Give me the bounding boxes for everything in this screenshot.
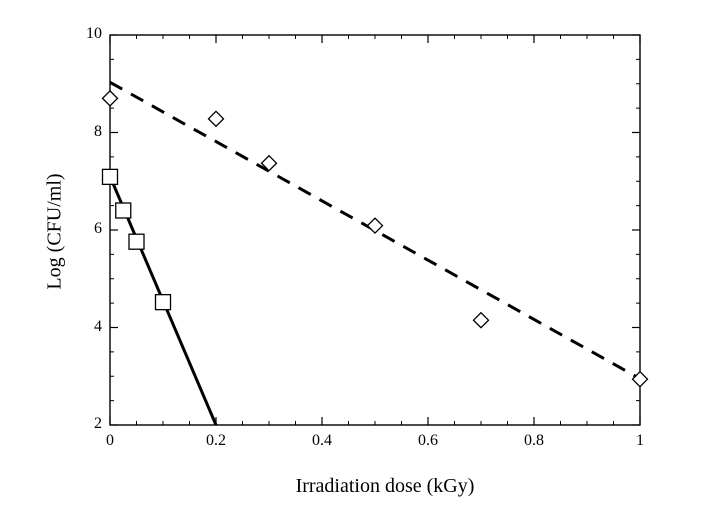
- x-axis-label: Irradiation dose (kGy): [265, 475, 505, 498]
- x-tick-label: 0.8: [514, 432, 554, 450]
- chart-container: Log (CFU/ml) Irradiation dose (kGy) 0 0.2…: [0, 0, 710, 515]
- square-series-marker: [103, 169, 118, 184]
- y-tick-label: 2: [72, 415, 102, 433]
- y-tick-label: 10: [72, 25, 102, 43]
- diamond-series-marker: [209, 111, 224, 126]
- y-tick-label: 6: [72, 220, 102, 238]
- x-tick-label: 0.4: [302, 432, 342, 450]
- x-tick-label: 1: [620, 432, 660, 450]
- y-tick-label: 4: [72, 318, 102, 336]
- diamond-series-marker: [368, 218, 383, 233]
- x-tick-label: 0.6: [408, 432, 448, 450]
- diamond-series-marker: [103, 91, 118, 106]
- square-series-marker: [156, 295, 171, 310]
- y-axis-label: Log (CFU/ml): [44, 132, 67, 332]
- diamond-series-marker: [474, 313, 489, 328]
- y-tick-label: 8: [72, 123, 102, 141]
- x-tick-label: 0.2: [196, 432, 236, 450]
- square-series-marker: [129, 234, 144, 249]
- x-tick-label: 0: [90, 432, 130, 450]
- diamond-series-marker: [633, 372, 648, 387]
- square-series-marker: [116, 203, 131, 218]
